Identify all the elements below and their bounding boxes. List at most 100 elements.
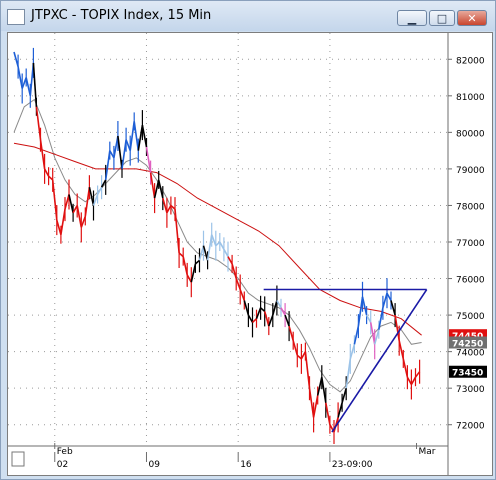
maximize-button[interactable]: □ bbox=[429, 10, 455, 26]
price-segment bbox=[402, 358, 409, 378]
price-segment bbox=[17, 66, 23, 89]
maximize-icon: □ bbox=[436, 11, 448, 25]
price-tick-label: 73000 bbox=[456, 385, 485, 395]
chart-area[interactable]: 82000 81000 80000 79000 78000 77000 76000 75000… bbox=[7, 32, 493, 476]
price-segment bbox=[109, 150, 115, 159]
price-segment bbox=[88, 187, 95, 206]
price-segment bbox=[353, 325, 360, 345]
price-segment bbox=[227, 256, 233, 265]
price-segment bbox=[357, 296, 364, 327]
window-title: JTPXC - TOPIX Index, 15 Min bbox=[31, 8, 212, 23]
price-segment bbox=[304, 351, 311, 389]
moving-averages bbox=[13, 98, 422, 393]
price-segment bbox=[72, 205, 78, 214]
price-segment bbox=[251, 318, 258, 323]
price-segment bbox=[198, 245, 205, 261]
price-tick-label: 72000 bbox=[456, 422, 485, 432]
price-segment bbox=[145, 146, 152, 173]
moving-average-long bbox=[13, 142, 422, 336]
price-segment bbox=[56, 219, 62, 235]
price-segment bbox=[255, 307, 262, 319]
price-segment bbox=[394, 314, 400, 341]
support-line bbox=[331, 289, 428, 433]
price-segment bbox=[104, 150, 111, 181]
price-segment bbox=[206, 234, 213, 261]
price-segment bbox=[194, 259, 201, 265]
price-badge bbox=[449, 365, 487, 378]
price-segment bbox=[182, 256, 188, 276]
price-segment bbox=[21, 77, 27, 89]
price-tick-label: 79000 bbox=[456, 166, 485, 176]
price-tick-label: 78000 bbox=[456, 202, 485, 212]
trendlines bbox=[263, 288, 428, 433]
time-tick-label: Mar bbox=[419, 447, 436, 457]
price-segment bbox=[137, 124, 144, 151]
price-segment bbox=[345, 358, 352, 389]
time-tick-label: 23-09:00 bbox=[332, 460, 373, 470]
time-tick-label: 02 bbox=[57, 460, 68, 470]
price-segment bbox=[325, 402, 331, 425]
price-segment bbox=[174, 209, 180, 254]
price-segment bbox=[337, 402, 343, 418]
price-segment bbox=[312, 395, 319, 418]
price-segment bbox=[280, 307, 286, 316]
chart-grid bbox=[8, 33, 448, 446]
price-tick-label: 80000 bbox=[456, 129, 485, 139]
price-segment bbox=[292, 340, 299, 356]
price-segment bbox=[288, 325, 294, 341]
price-segment bbox=[321, 377, 327, 403]
price-segment bbox=[284, 314, 290, 327]
price-segment bbox=[369, 322, 376, 345]
price-series bbox=[13, 47, 421, 444]
price-segment bbox=[76, 205, 83, 228]
price-segment bbox=[60, 208, 66, 235]
price-segment bbox=[398, 340, 405, 360]
price-segment bbox=[235, 278, 241, 290]
price-segment bbox=[308, 388, 315, 418]
price-segment bbox=[190, 263, 197, 283]
price-segment bbox=[219, 241, 225, 250]
time-tick-label: 16 bbox=[240, 460, 252, 470]
price-segment bbox=[117, 135, 123, 169]
minimize-button[interactable]: ▁ bbox=[397, 10, 427, 26]
price-segment bbox=[276, 300, 282, 309]
moving-average-short bbox=[13, 98, 422, 393]
price-segment bbox=[186, 274, 192, 283]
price-tick-label: 75000 bbox=[456, 312, 485, 322]
price-segment bbox=[43, 168, 50, 177]
price-segment bbox=[361, 296, 368, 316]
price-segment bbox=[84, 187, 91, 217]
price-segment bbox=[231, 263, 237, 279]
price-tick-label: 77000 bbox=[456, 239, 485, 249]
price-segment bbox=[125, 139, 131, 151]
price-tick-label: 81000 bbox=[456, 93, 485, 103]
time-tick-label: 09 bbox=[148, 460, 160, 470]
price-segment bbox=[113, 135, 119, 159]
price-segment bbox=[247, 314, 254, 323]
price-segment bbox=[239, 289, 246, 301]
price-segment bbox=[162, 197, 168, 214]
price-badges: 744507425073450 bbox=[449, 329, 487, 379]
close-icon: ✕ bbox=[467, 11, 477, 25]
price-segment bbox=[64, 194, 70, 210]
price-tick-label: 74000 bbox=[456, 349, 485, 359]
time-scroll-handle[interactable] bbox=[11, 451, 25, 467]
price-segment bbox=[260, 307, 266, 313]
price-segment bbox=[365, 314, 372, 323]
price-segment bbox=[349, 344, 356, 360]
minimize-icon: ▁ bbox=[407, 11, 417, 25]
price-segment bbox=[263, 311, 270, 327]
price-segment bbox=[96, 186, 103, 195]
price-segment bbox=[268, 314, 274, 327]
price-segment bbox=[133, 121, 140, 151]
price-segment bbox=[68, 194, 74, 213]
price-segment bbox=[25, 77, 32, 96]
price-segment bbox=[121, 139, 127, 170]
title-bar[interactable]: JTPXC - TOPIX Index, 15 Min ▁ □ ✕ bbox=[1, 1, 495, 31]
price-badge bbox=[449, 336, 487, 349]
price-segment bbox=[382, 292, 388, 309]
close-button[interactable]: ✕ bbox=[457, 10, 487, 26]
price-chart[interactable]: 82000 81000 80000 79000 78000 77000 76000 75000… bbox=[8, 33, 492, 475]
price-segment bbox=[410, 376, 417, 385]
price-segment bbox=[39, 139, 46, 170]
